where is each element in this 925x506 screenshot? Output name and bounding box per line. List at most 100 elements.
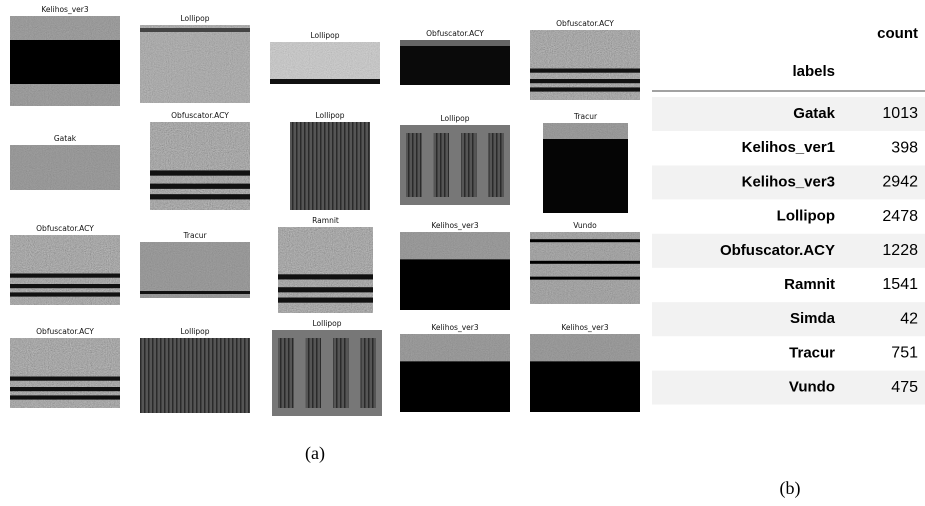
- malware-image: Kelihos_ver3: [10, 5, 120, 106]
- band: [530, 277, 640, 280]
- count-value: 1013: [882, 105, 918, 122]
- image-label: Tracur: [573, 112, 598, 121]
- row-label: Lollipop: [777, 208, 835, 225]
- band: [461, 133, 477, 197]
- malware-image: Lollipop: [400, 114, 510, 205]
- index-header: labels: [792, 63, 835, 80]
- malware-image: Lollipop: [140, 327, 250, 413]
- count-value: 42: [900, 310, 918, 327]
- band: [400, 40, 510, 46]
- row-label: Tracur: [789, 344, 835, 361]
- row-label: Kelihos_ver1: [742, 139, 835, 156]
- band: [278, 298, 373, 303]
- image-label: Obfuscator.ACY: [426, 29, 484, 38]
- image-label: Kelihos_ver3: [41, 5, 88, 14]
- image-label: Lollipop: [313, 319, 342, 328]
- texture: [400, 40, 510, 85]
- noise: [270, 42, 380, 84]
- malware-image: Kelihos_ver3: [530, 323, 640, 412]
- count-value: 1228: [882, 242, 918, 259]
- image-label: Kelihos_ver3: [431, 221, 478, 230]
- texture: [290, 122, 370, 210]
- image-label: Lollipop: [181, 327, 210, 336]
- band: [489, 133, 505, 197]
- image-label: Kelihos_ver3: [561, 323, 608, 332]
- malware-image: Lollipop: [270, 31, 380, 84]
- band: [530, 69, 640, 73]
- image-label: Ramnit: [312, 216, 339, 225]
- count-value: 475: [891, 379, 918, 396]
- figure: Kelihos_ver3 Lollipop Lollipop Obfuscator.A…: [0, 0, 925, 506]
- band: [10, 274, 120, 278]
- image-label: Lollipop: [311, 31, 340, 40]
- band: [10, 395, 120, 399]
- band: [406, 133, 422, 197]
- band: [278, 338, 294, 408]
- image-label: Tracur: [182, 231, 207, 240]
- count-value: 2478: [882, 208, 918, 225]
- malware-image: Kelihos_ver3: [400, 221, 510, 310]
- count-value: 2942: [882, 174, 918, 191]
- row-background: [652, 302, 925, 336]
- malware-image: Obfuscator.ACY: [150, 111, 250, 210]
- image-label: Gatak: [54, 134, 77, 143]
- band: [530, 261, 640, 264]
- malware-image: Kelihos_ver3: [400, 323, 510, 412]
- band: [278, 274, 373, 279]
- band: [140, 28, 250, 32]
- band: [400, 259, 510, 310]
- noise: [400, 334, 510, 361]
- band: [530, 87, 640, 91]
- band: [434, 133, 450, 197]
- noise: [140, 25, 250, 103]
- image-label: Obfuscator.ACY: [36, 224, 94, 233]
- noise: [140, 242, 250, 298]
- count-value: 1541: [882, 276, 918, 293]
- band: [278, 287, 373, 292]
- image-label: Lollipop: [316, 111, 345, 120]
- noise: [530, 232, 640, 304]
- malware-image: Vundo: [530, 221, 640, 304]
- caption: (b): [780, 478, 801, 499]
- malware-image: Obfuscator.ACY: [530, 19, 640, 100]
- band: [150, 194, 250, 199]
- band: [150, 184, 250, 189]
- noise: [400, 232, 510, 259]
- band: [270, 79, 380, 84]
- malware-image: Ramnit: [278, 216, 373, 313]
- row-label: Vundo: [789, 379, 835, 396]
- row-label: Simda: [790, 310, 836, 327]
- band: [150, 170, 250, 175]
- band: [10, 377, 120, 381]
- image-label: Lollipop: [441, 114, 470, 123]
- band: [140, 291, 250, 294]
- count-value: 751: [891, 345, 918, 362]
- malware-image: Lollipop: [272, 319, 382, 416]
- column-header: count: [877, 25, 918, 42]
- image-label: Obfuscator.ACY: [36, 327, 94, 336]
- noise: [543, 123, 628, 139]
- band: [10, 292, 120, 296]
- noise: [10, 145, 120, 190]
- image-grid: Kelihos_ver3 Lollipop Lollipop Obfuscator.A…: [10, 5, 640, 416]
- malware-image: Tracur: [140, 231, 250, 298]
- band: [306, 338, 322, 408]
- row-label: Ramnit: [784, 276, 835, 293]
- band: [10, 40, 120, 84]
- image-label: Vundo: [573, 221, 597, 230]
- row-label: Gatak: [793, 105, 835, 122]
- band: [530, 239, 640, 242]
- malware-image: Lollipop: [290, 111, 370, 210]
- image-label: Lollipop: [181, 14, 210, 23]
- row-label: Kelihos_ver3: [742, 173, 835, 190]
- malware-image: Lollipop: [140, 14, 250, 103]
- band: [361, 338, 377, 408]
- band: [400, 361, 510, 412]
- malware-image: Gatak: [10, 134, 120, 190]
- band: [10, 387, 120, 391]
- image-label: Kelihos_ver3: [431, 323, 478, 332]
- band: [333, 338, 349, 408]
- malware-image: Obfuscator.ACY: [400, 29, 510, 85]
- malware-image: Obfuscator.ACY: [10, 224, 120, 305]
